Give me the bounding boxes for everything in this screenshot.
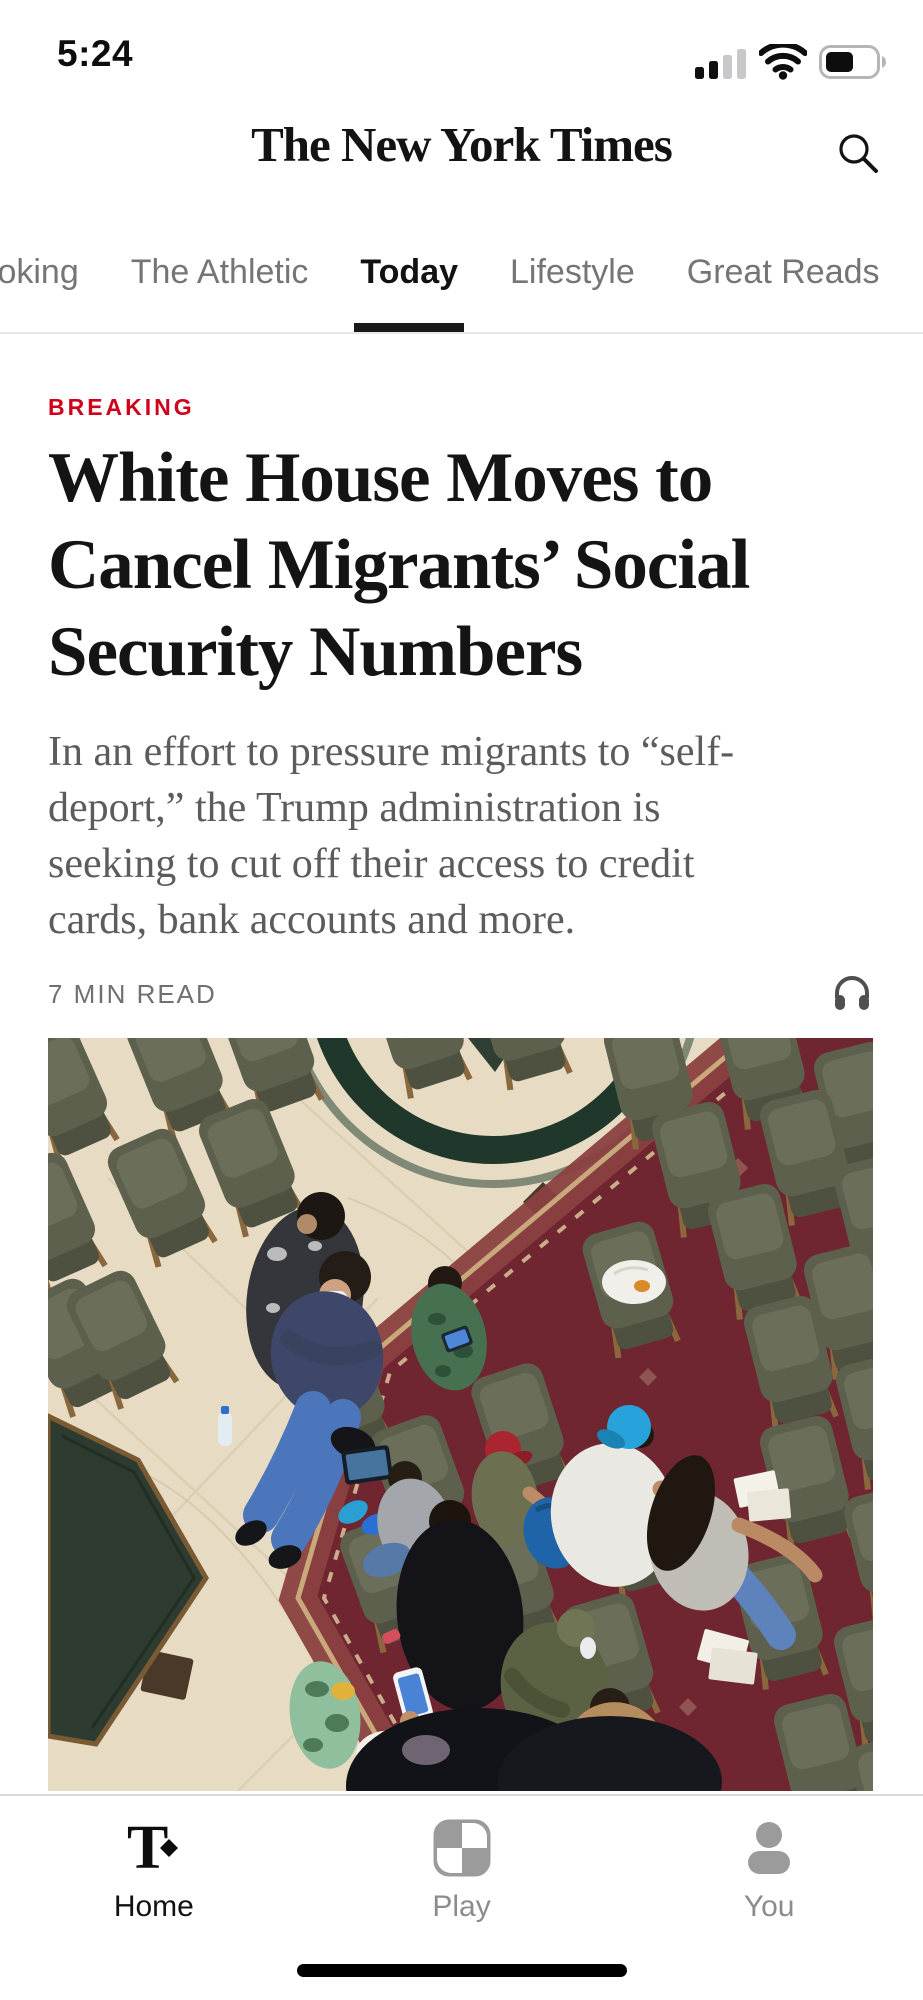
breaking-kicker: BREAKING [48, 394, 195, 420]
article-photo[interactable] [48, 1038, 873, 1791]
read-time-label: 7 MIN READ [48, 978, 217, 1009]
papers-on-chairs [697, 1470, 792, 1685]
status-icons [695, 41, 887, 85]
listen-button[interactable] [829, 971, 875, 1017]
status-time: 5:24 [57, 33, 134, 74]
bottom-tab-home-label: Home [113, 1890, 194, 1923]
article-meta-row: 7 MIN READ [48, 970, 875, 1018]
headphones-icon [830, 976, 874, 1018]
bottom-tab-you[interactable]: You [615, 1796, 923, 2000]
masthead-row: The New York Times [0, 100, 923, 212]
bottom-tab-play-label: Play [432, 1890, 491, 1923]
wifi-icon [758, 41, 808, 85]
black-jackets-pile [346, 1708, 722, 1791]
masthead-logo[interactable]: The New York Times [251, 117, 673, 172]
person-silhouette-icon [740, 1816, 798, 1880]
play-games-icon [433, 1816, 491, 1880]
section-tab-strip: Cooking The Athletic Today Lifestyle Gre… [0, 212, 923, 334]
bottom-tab-play[interactable]: Play [308, 1796, 616, 2000]
bottom-tab-you-label: You [743, 1890, 795, 1923]
tab-lifestyle[interactable]: Lifestyle [510, 252, 635, 291]
lead-article-card: BREAKING White House Moves to Cancel Mig… [0, 394, 923, 1018]
tab-cooking[interactable]: Cooking [0, 252, 79, 291]
water-bottle [218, 1406, 232, 1446]
active-tab-indicator [354, 323, 465, 332]
bottom-tab-home[interactable]: T Home [0, 1796, 308, 2000]
cellular-signal-icon [695, 45, 747, 84]
status-bar: 5:24 [0, 0, 923, 100]
search-button[interactable] [835, 130, 881, 176]
tab-great-reads[interactable]: Great Reads [686, 252, 880, 291]
plastic-bag [602, 1260, 666, 1304]
tab-today[interactable]: Today [354, 212, 465, 332]
person-camo-kid [411, 1266, 487, 1391]
search-icon [835, 134, 881, 179]
person-masked-woman [235, 1251, 384, 1569]
article-summary[interactable]: In an effort to pressure migrants to “se… [48, 729, 735, 943]
bottom-tab-bar: T Home Play [0, 1794, 923, 2000]
teal-bag [289, 1661, 361, 1769]
person-longhair-woman [646, 1455, 823, 1650]
home-indicator[interactable] [296, 1964, 627, 1977]
section-tabs: Cooking The Athletic Today Lifestyle Gre… [0, 212, 923, 332]
battery-icon [819, 45, 887, 84]
nyt-t-logo-icon: T [123, 1816, 185, 1880]
tab-the-athletic[interactable]: The Athletic [130, 252, 309, 291]
article-headline[interactable]: White House Moves to Cancel Migrants’ So… [48, 439, 750, 691]
